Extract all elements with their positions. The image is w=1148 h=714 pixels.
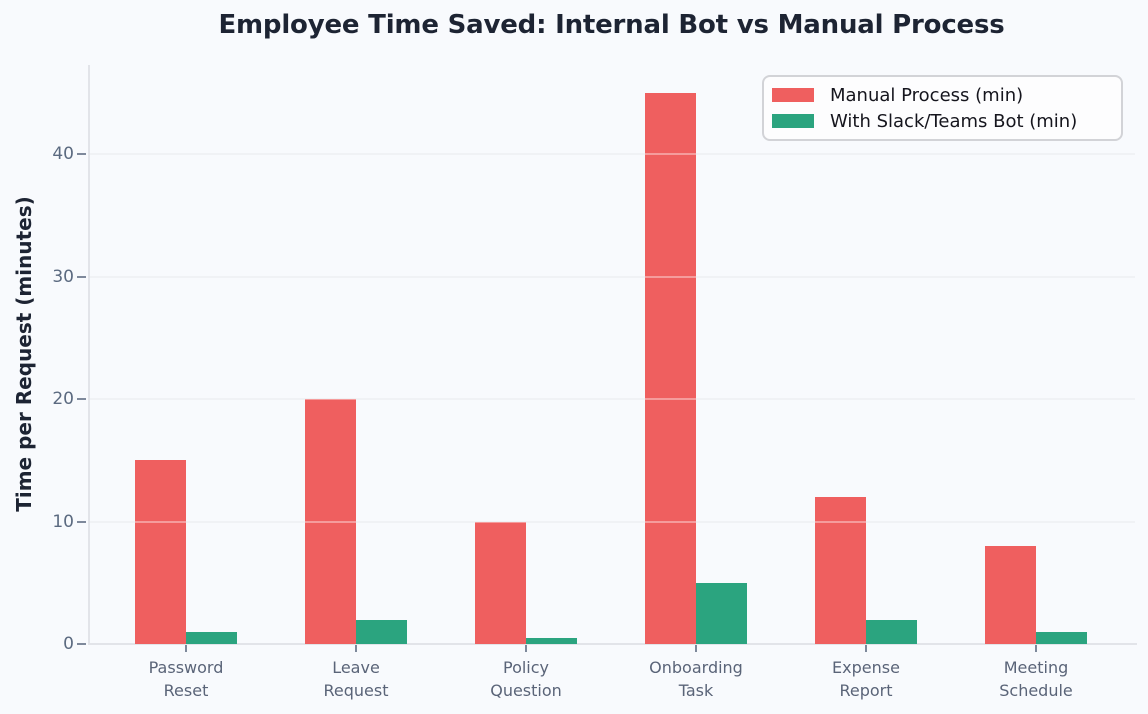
gridline-overlay (90, 153, 1135, 155)
y-tick-label: 40 (52, 144, 74, 164)
bar-with-slack-teams-bot-min-onboarding-task (696, 583, 747, 644)
x-category-label-password-reset: Password Reset (148, 658, 224, 700)
bar-with-slack-teams-bot-min-meeting-schedule (1036, 632, 1087, 644)
gridline (90, 276, 1135, 278)
legend-swatch-bot (772, 114, 814, 128)
y-tick-label: 10 (52, 512, 74, 532)
x-category-label-meeting-schedule: Meeting Schedule (999, 658, 1073, 700)
y-axis-spine (88, 65, 90, 644)
bar-with-slack-teams-bot-min-expense-report (866, 620, 917, 644)
x-tick-mark (355, 645, 357, 652)
legend: Manual Process (min) With Slack/Teams Bo… (762, 75, 1123, 141)
legend-swatch-manual-process (772, 88, 814, 102)
gridline (90, 521, 1135, 523)
y-axis-label: Time per Request (minutes) (12, 196, 36, 512)
gridline-overlay (90, 521, 1135, 523)
y-tick-mark (77, 521, 86, 523)
bar-with-slack-teams-bot-min-password-reset (186, 632, 237, 644)
y-tick-mark (77, 643, 86, 645)
y-tick-mark (77, 153, 86, 155)
bar-manual-process-min-policy-question (475, 522, 526, 644)
x-tick-mark (1035, 645, 1037, 652)
bar-manual-process-min-meeting-schedule (985, 546, 1036, 644)
gridline-overlay (90, 398, 1135, 400)
x-category-label-onboarding-task: Onboarding Task (649, 658, 743, 700)
bar-manual-process-min-leave-request (305, 399, 356, 644)
y-tick-mark (77, 398, 86, 400)
plot-area: 0 10 20 30 40 Password Reset Leave Request Policy… (52, 65, 1137, 700)
legend-label: Manual Process (min) (830, 84, 1024, 106)
x-tick-mark (185, 645, 187, 652)
legend-label: With Slack/Teams Bot (min) (830, 110, 1078, 132)
bar-with-slack-teams-bot-min-policy-question (526, 638, 577, 644)
x-category-label-policy-question: Policy Question (490, 658, 562, 700)
x-tick-mark (695, 645, 697, 652)
x-category-label-expense-report: Expense Report (832, 658, 900, 700)
bar-manual-process-min-expense-report (815, 497, 866, 644)
bar-manual-process-min-password-reset (135, 460, 186, 644)
x-axis-spine (88, 643, 1137, 645)
x-tick-mark (525, 645, 527, 652)
gridline-overlay (90, 276, 1135, 278)
x-tick-mark (865, 645, 867, 652)
bar-manual-process-min-onboarding-task (645, 93, 696, 644)
x-category-label-leave-request: Leave Request (323, 658, 389, 700)
gridline (90, 398, 1135, 400)
bar-with-slack-teams-bot-min-leave-request (356, 620, 407, 644)
legend-item-bot: With Slack/Teams Bot (min) (772, 111, 1113, 132)
y-tick-mark (77, 276, 86, 278)
gridline (90, 153, 1135, 155)
y-tick-label: 0 (63, 634, 74, 654)
chart-title: Employee Time Saved: Internal Bot vs Man… (218, 10, 1005, 40)
y-tick-label: 30 (52, 267, 74, 287)
legend-item-manual-process: Manual Process (min) (772, 85, 1113, 106)
y-tick-label: 20 (52, 389, 74, 409)
